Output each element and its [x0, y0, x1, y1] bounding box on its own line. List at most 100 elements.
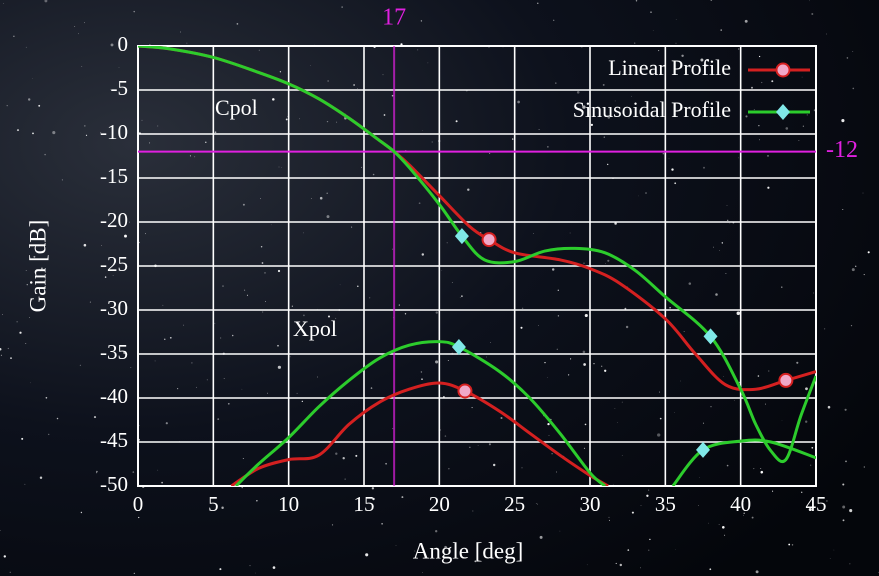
star: [231, 334, 234, 337]
star: [744, 19, 748, 23]
star: [557, 289, 559, 291]
star: [110, 88, 111, 90]
star: [608, 516, 610, 518]
star: [16, 129, 20, 132]
star: [217, 418, 220, 420]
star: [726, 204, 728, 206]
star: [39, 476, 43, 480]
star: [0, 354, 2, 356]
star: [727, 219, 729, 221]
star: [285, 118, 288, 121]
star: [621, 401, 623, 403]
horizontal-reference-label: -12: [826, 137, 858, 163]
star: [621, 455, 623, 456]
star: [867, 251, 870, 254]
star: [805, 387, 808, 391]
x-tick-label: 45: [806, 492, 827, 516]
star: [659, 417, 662, 420]
star: [9, 571, 11, 573]
y-tick-label: -20: [100, 208, 128, 232]
star: [47, 433, 50, 436]
star: [421, 253, 425, 256]
star: [533, 233, 534, 234]
star: [582, 350, 586, 354]
star: [715, 293, 718, 296]
star: [52, 131, 56, 135]
star: [249, 565, 251, 567]
star: [729, 223, 731, 224]
star: [236, 23, 239, 25]
star: [638, 195, 639, 197]
x-tick-label: 35: [655, 492, 676, 516]
star: [317, 376, 318, 378]
star: [583, 447, 586, 450]
star: [721, 242, 723, 244]
star: [241, 486, 243, 489]
star: [326, 215, 330, 219]
star: [372, 173, 375, 176]
star: [521, 307, 524, 310]
star: [567, 374, 570, 376]
star: [370, 387, 373, 389]
star: [335, 317, 337, 319]
star: [733, 400, 735, 401]
star: [26, 284, 28, 286]
star: [112, 275, 114, 276]
star: [341, 6, 343, 8]
star: [455, 120, 458, 123]
star: [842, 519, 845, 522]
star: [138, 516, 140, 519]
star: [447, 360, 449, 362]
star: [451, 282, 453, 283]
star: [650, 11, 652, 13]
star: [801, 76, 803, 78]
star: [219, 568, 222, 571]
star: [474, 560, 477, 563]
star: [435, 530, 438, 533]
star: [365, 553, 369, 557]
star: [535, 503, 537, 504]
star: [32, 77, 33, 79]
star: [700, 58, 704, 62]
star: [177, 388, 179, 390]
x-tick-label: 0: [133, 492, 144, 516]
star: [242, 203, 245, 206]
star: [517, 100, 520, 104]
star: [594, 115, 595, 116]
marker: [454, 228, 469, 245]
star: [827, 405, 831, 409]
series-line: [138, 46, 816, 463]
marker: [778, 372, 794, 388]
star: [205, 141, 207, 144]
star: [361, 166, 362, 168]
star: [612, 483, 614, 485]
star: [169, 336, 172, 339]
star: [278, 166, 280, 168]
star: [488, 443, 491, 446]
star: [722, 526, 725, 529]
star: [83, 243, 87, 247]
star: [132, 471, 135, 473]
star: [583, 363, 586, 366]
star: [256, 500, 258, 502]
star: [683, 331, 685, 332]
star: [244, 289, 246, 291]
star: [757, 375, 760, 377]
x-tick-label: 10: [278, 492, 299, 516]
star: [157, 469, 159, 471]
star: [547, 377, 548, 378]
star: [851, 268, 855, 272]
star: [96, 470, 98, 473]
star: [223, 378, 225, 379]
star: [129, 221, 130, 223]
star: [303, 314, 305, 317]
star: [371, 487, 375, 490]
star: [863, 274, 865, 276]
star: [607, 116, 611, 119]
star: [467, 188, 470, 191]
star: [845, 460, 847, 463]
star: [555, 82, 557, 84]
star: [101, 245, 102, 246]
star: [164, 338, 166, 340]
star: [607, 259, 610, 262]
